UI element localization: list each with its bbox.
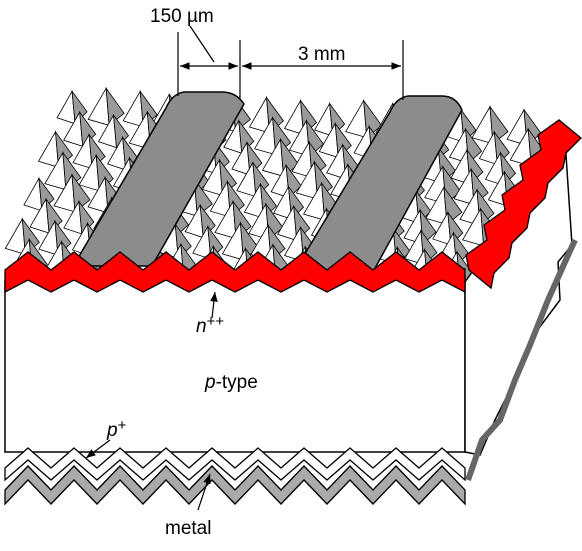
pyramid-face bbox=[471, 105, 494, 145]
layers bbox=[4, 119, 582, 506]
pyramid-face bbox=[87, 87, 110, 126]
emitter-letter: n bbox=[196, 316, 207, 337]
bsf-label: p+ bbox=[106, 417, 127, 441]
base-front-face bbox=[4, 279, 466, 453]
back-surface-field bbox=[4, 447, 466, 482]
finger-width-label: 150 µm bbox=[150, 6, 214, 27]
contact-label: metal bbox=[165, 518, 211, 539]
base-rest: -type bbox=[216, 372, 258, 393]
emitter-front bbox=[4, 251, 466, 294]
pyramid-face bbox=[4, 217, 26, 255]
bsf-superscript: + bbox=[118, 417, 127, 434]
emitter-side bbox=[465, 119, 582, 290]
base-letter: p bbox=[204, 372, 216, 393]
side-metal-edge bbox=[465, 238, 578, 481]
metal-contact bbox=[4, 465, 466, 506]
emitter-label: n++ bbox=[196, 313, 224, 337]
pyramid-face bbox=[345, 99, 368, 139]
dimensions bbox=[85, 25, 404, 511]
finger-spacing-label: 3 mm bbox=[298, 44, 346, 65]
front-fingers bbox=[77, 91, 463, 271]
pyramid-face bbox=[37, 130, 59, 168]
emitter-superscript: ++ bbox=[207, 313, 225, 330]
pyramid-face bbox=[122, 90, 144, 128]
base-label: p-type bbox=[204, 372, 258, 393]
bsf-letter: p bbox=[106, 420, 118, 441]
